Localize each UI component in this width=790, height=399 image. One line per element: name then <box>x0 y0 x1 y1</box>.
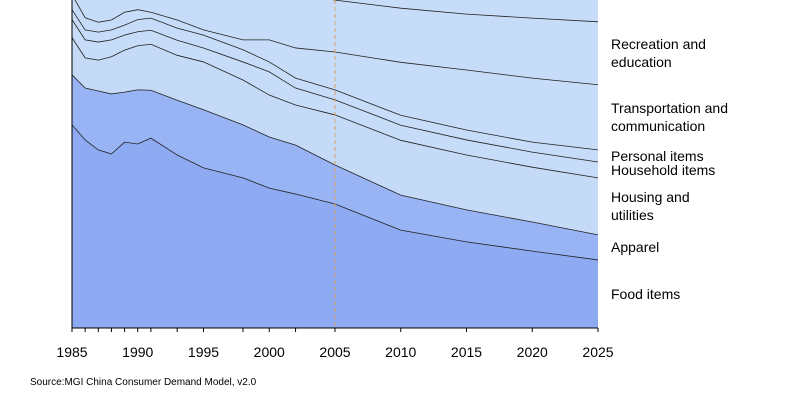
area <box>72 74 598 260</box>
boundary-line <box>71 37 599 179</box>
legend-label: Apparel <box>611 239 660 256</box>
x-tick-label: 2005 <box>319 344 350 360</box>
x-tick-label: 2010 <box>385 344 416 360</box>
boundary-line <box>71 74 599 236</box>
x-tick-label: 2000 <box>254 344 285 360</box>
x-tick-label: 2020 <box>517 344 548 360</box>
x-tick-label: 2015 <box>451 344 482 360</box>
boundary-line <box>74 0 599 86</box>
area <box>75 0 598 85</box>
area <box>72 19 598 178</box>
x-tick-label: 1985 <box>56 344 87 360</box>
legend-label: Personal items <box>611 147 704 164</box>
area <box>334 0 598 22</box>
legend-label: Housing and utilities <box>611 189 690 224</box>
boundary-line <box>332 0 599 23</box>
boundary-line <box>71 19 599 163</box>
legend-label: Transportation and communication <box>611 100 728 135</box>
source-note: Source:MGI China Consumer Demand Model, … <box>30 377 257 388</box>
legend-label: Recreation and education <box>611 36 706 71</box>
boundary-line <box>71 9 599 151</box>
x-tick-label: 1995 <box>188 344 219 360</box>
area <box>72 0 598 150</box>
legend-label: Household items <box>611 161 716 178</box>
boundary-line <box>71 124 599 261</box>
x-tick-label: 1990 <box>122 344 153 360</box>
legend-label: Food items <box>611 285 681 302</box>
x-tick-label: 2025 <box>582 344 613 360</box>
